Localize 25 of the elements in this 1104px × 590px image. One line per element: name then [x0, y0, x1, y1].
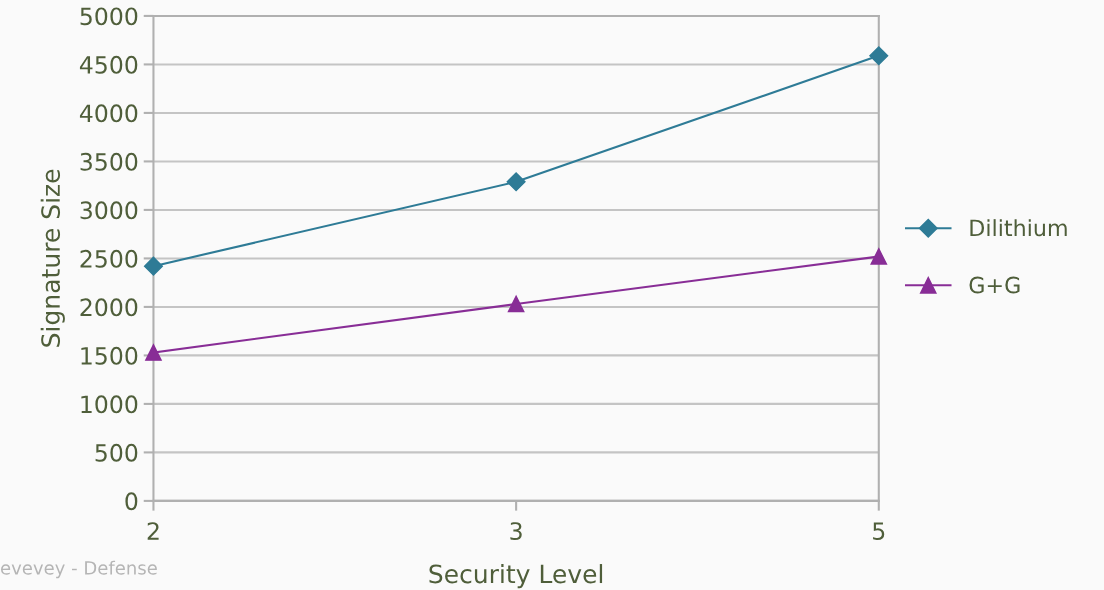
y-tick-label: 2500: [80, 249, 138, 268]
y-axis-title: Signature Size: [40, 169, 65, 347]
x-tick-label: 5: [873, 522, 885, 541]
y-tick-label: 1500: [81, 346, 138, 365]
text: evevey - Defense: [1, 560, 157, 579]
y-tick-label: 3000: [80, 201, 138, 220]
y-tick-label: 500: [95, 443, 138, 462]
legend-label: G+G: [969, 276, 1020, 294]
y-tick-label: 3500: [80, 152, 138, 171]
point: [870, 248, 888, 265]
y-tick-label: 1000: [81, 395, 138, 414]
y-tick-label: 5000: [80, 7, 138, 26]
y-tick-label: 0: [125, 492, 138, 511]
point: [145, 344, 162, 361]
y-tick-label: 4500: [79, 55, 138, 74]
point: [507, 295, 525, 313]
y-tick-label: 2000: [80, 298, 138, 317]
point: [506, 172, 526, 192]
x-tick-label: 3: [510, 522, 522, 541]
point: [143, 256, 163, 276]
x-tick-label: 2: [147, 522, 159, 540]
x-axis-title: Security Level: [429, 564, 603, 589]
point: [869, 46, 889, 66]
legend-label: Dilithium: [970, 219, 1067, 237]
y-tick-label: 4000: [79, 104, 138, 123]
